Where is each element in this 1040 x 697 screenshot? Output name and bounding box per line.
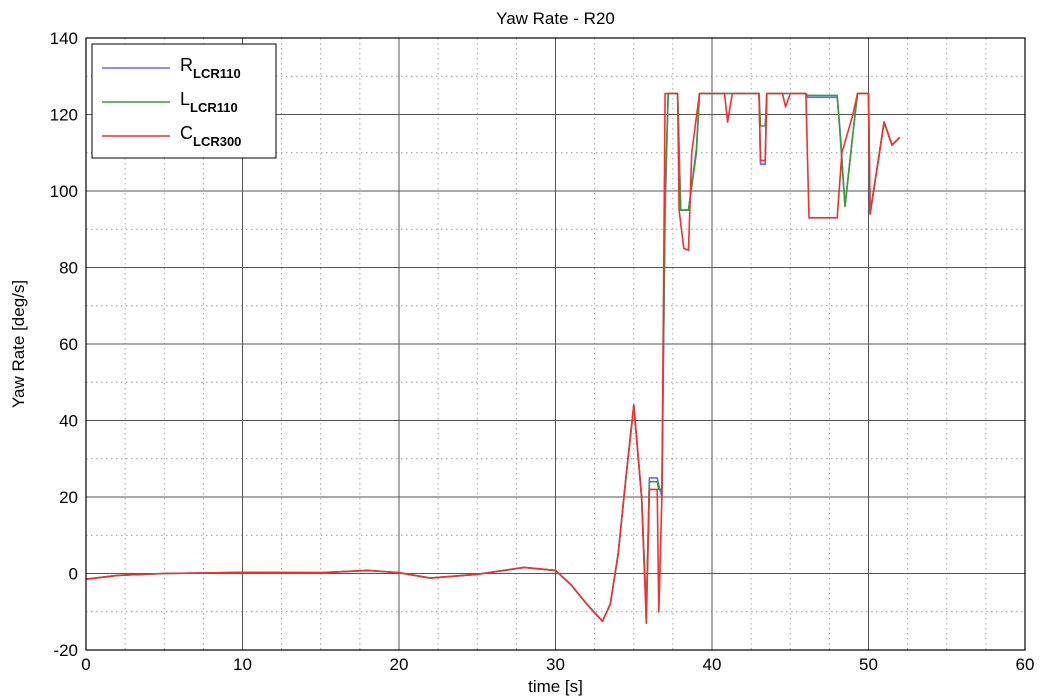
x-tick-label: 50 bbox=[859, 655, 878, 674]
x-tick-label: 60 bbox=[1016, 655, 1035, 674]
legend-label: LLCR110 bbox=[180, 89, 238, 115]
y-tick-label: 60 bbox=[59, 335, 78, 354]
legend-label: RLCR110 bbox=[180, 55, 241, 81]
y-tick-label: 20 bbox=[59, 488, 78, 507]
x-tick-label: 10 bbox=[233, 655, 252, 674]
y-tick-label: 0 bbox=[69, 565, 78, 584]
y-tick-label: 100 bbox=[50, 182, 78, 201]
legend-box bbox=[91, 43, 277, 159]
series-line-2 bbox=[85, 92, 901, 624]
y-tick-label: 40 bbox=[59, 412, 78, 431]
x-tick-label: 0 bbox=[81, 655, 90, 674]
legend: RLCR110 LLCR110 CLCR300 bbox=[91, 43, 277, 159]
y-tick-label: -20 bbox=[53, 641, 78, 660]
y-tick-label: 120 bbox=[50, 106, 78, 125]
series-line-1 bbox=[85, 92, 901, 623]
chart-title: Yaw Rate - R20 bbox=[496, 9, 615, 28]
x-axis-label: time [s] bbox=[528, 677, 583, 696]
legend-label: CLCR300 bbox=[180, 123, 241, 149]
x-tick-label: 30 bbox=[546, 655, 565, 674]
series-lines bbox=[85, 92, 901, 624]
y-axis-label: Yaw Rate [deg/s] bbox=[9, 280, 28, 408]
series-line-0 bbox=[85, 92, 901, 623]
y-tick-label: 140 bbox=[50, 29, 78, 48]
x-tick-label: 40 bbox=[703, 655, 722, 674]
x-tick-label: 20 bbox=[390, 655, 409, 674]
plot-frame bbox=[85, 37, 1026, 651]
y-tick-label: 80 bbox=[59, 259, 78, 278]
